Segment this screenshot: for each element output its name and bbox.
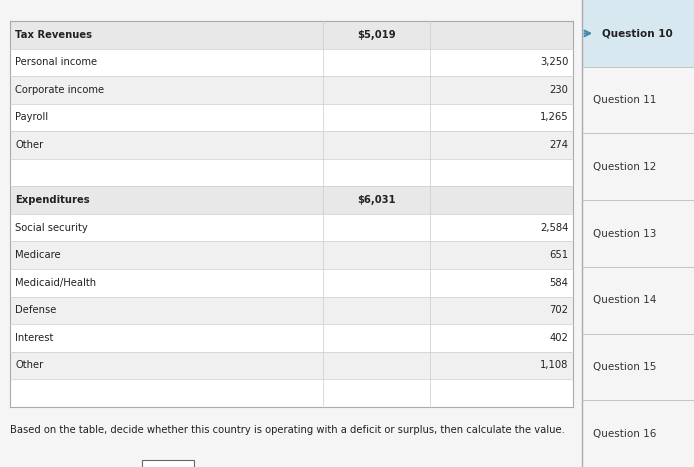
Text: 274: 274 [549,140,568,150]
FancyBboxPatch shape [582,0,694,67]
Text: Interest: Interest [15,333,53,343]
Text: 584: 584 [550,278,568,288]
FancyBboxPatch shape [10,214,573,241]
FancyBboxPatch shape [10,269,573,297]
FancyBboxPatch shape [10,324,573,352]
Text: Question 11: Question 11 [593,95,657,105]
Text: 402: 402 [550,333,568,343]
Text: Medicare: Medicare [15,250,61,260]
Text: Other: Other [15,140,43,150]
Text: Question 13: Question 13 [593,228,657,239]
Text: Question 12: Question 12 [593,162,657,172]
Text: Tax Revenues: Tax Revenues [15,30,92,40]
Text: Based on the table, decide whether this country is operating with a deficit or s: Based on the table, decide whether this … [10,425,566,435]
FancyBboxPatch shape [10,159,573,186]
Text: Question 16: Question 16 [593,429,657,439]
Text: Defense: Defense [15,305,56,315]
Text: 702: 702 [549,305,568,315]
FancyBboxPatch shape [10,49,573,76]
FancyBboxPatch shape [10,241,573,269]
FancyBboxPatch shape [10,379,573,407]
Text: Question 14: Question 14 [593,295,657,305]
Text: Other: Other [15,361,43,370]
Text: Social security: Social security [15,223,88,233]
Text: Personal income: Personal income [15,57,97,67]
Text: 1,108: 1,108 [540,361,568,370]
FancyBboxPatch shape [10,104,573,131]
FancyBboxPatch shape [10,21,573,49]
FancyBboxPatch shape [10,297,573,324]
Text: 230: 230 [550,85,568,95]
FancyBboxPatch shape [10,186,573,214]
FancyBboxPatch shape [10,352,573,379]
Text: $5,019: $5,019 [357,30,396,40]
Text: $6,031: $6,031 [357,195,396,205]
Text: Payroll: Payroll [15,113,49,122]
Text: 651: 651 [549,250,568,260]
FancyBboxPatch shape [10,131,573,159]
Text: Question 15: Question 15 [593,362,657,372]
FancyBboxPatch shape [10,76,573,104]
Text: 1,265: 1,265 [539,113,568,122]
Text: Question 10: Question 10 [602,28,672,38]
Text: Medicaid/Health: Medicaid/Health [15,278,96,288]
Text: 3,250: 3,250 [540,57,568,67]
Text: Expenditures: Expenditures [15,195,90,205]
Text: 2,584: 2,584 [540,223,568,233]
FancyBboxPatch shape [142,460,194,467]
Text: Corporate income: Corporate income [15,85,104,95]
